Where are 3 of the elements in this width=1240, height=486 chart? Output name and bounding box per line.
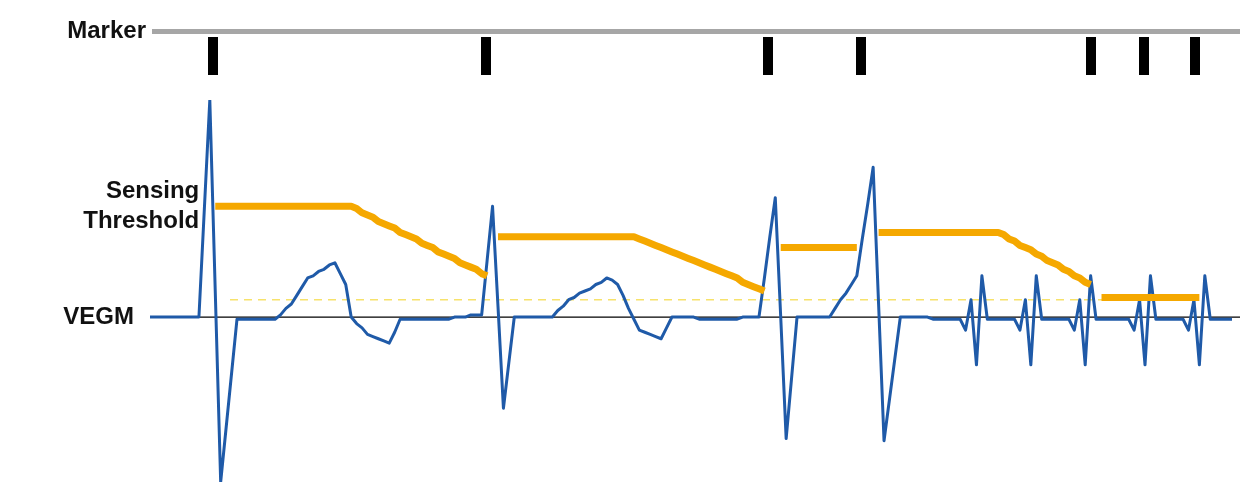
- text: Marker: [67, 15, 146, 43]
- series-label: Sensing Threshold: [83, 175, 200, 233]
- series-label: VEGM: [63, 301, 134, 329]
